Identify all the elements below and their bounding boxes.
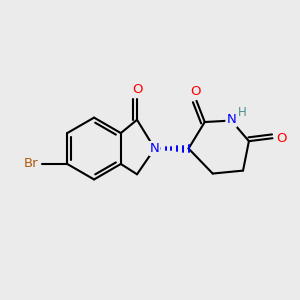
Text: N: N — [226, 113, 236, 127]
Text: O: O — [132, 83, 142, 96]
Text: H: H — [238, 106, 247, 119]
Text: N: N — [150, 142, 160, 155]
Text: Br: Br — [24, 158, 38, 170]
Text: O: O — [277, 132, 287, 145]
Text: O: O — [190, 85, 200, 98]
